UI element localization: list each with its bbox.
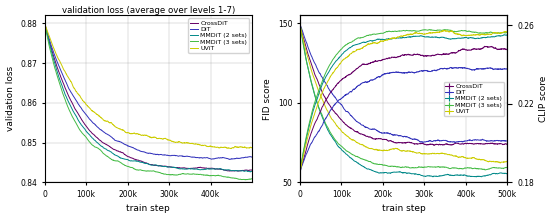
MMDiT (3 sets) [52, 68, 59, 71]
Y-axis label: validation loss: validation loss [6, 66, 14, 131]
CrossDiT [243, 169, 249, 171]
X-axis label: train step: train step [126, 205, 170, 214]
MMDiT (3 sets) [242, 178, 249, 181]
DiT [42, 22, 48, 25]
DiT [249, 156, 255, 158]
UViT [249, 146, 255, 149]
UViT [228, 147, 234, 150]
Title: validation loss (average over levels 1-7): validation loss (average over levels 1-7… [61, 5, 235, 14]
UViT [137, 133, 143, 136]
CrossDiT [137, 159, 143, 162]
DiT [52, 55, 59, 58]
DiT [137, 150, 143, 152]
DiT [243, 156, 249, 159]
MMDiT (2 sets) [52, 64, 59, 66]
Legend: CrossDiT, DiT, MMDiT (2 sets), MMDiT (3 sets), UViT: CrossDiT, DiT, MMDiT (2 sets), MMDiT (3 … [444, 82, 504, 116]
MMDiT (2 sets) [249, 170, 255, 172]
X-axis label: train step: train step [382, 205, 425, 214]
MMDiT (3 sets) [249, 177, 255, 180]
MMDiT (3 sets) [243, 178, 249, 181]
UViT [243, 147, 249, 149]
CrossDiT [142, 162, 149, 164]
MMDiT (2 sets) [142, 162, 149, 165]
CrossDiT [52, 60, 59, 63]
MMDiT (3 sets) [137, 168, 143, 171]
MMDiT (2 sets) [137, 161, 143, 163]
MMDiT (2 sets) [42, 22, 48, 25]
MMDiT (2 sets) [243, 170, 249, 172]
Line: DiT: DiT [45, 23, 252, 159]
Legend: CrossDiT, DiT, MMDiT (2 sets), MMDiT (3 sets), UViT: CrossDiT, DiT, MMDiT (2 sets), MMDiT (3 … [188, 18, 249, 53]
MMDiT (2 sets) [204, 168, 211, 170]
UViT [243, 147, 249, 149]
CrossDiT [249, 169, 255, 171]
Line: UViT: UViT [45, 23, 252, 148]
MMDiT (2 sets) [247, 171, 254, 173]
CrossDiT [204, 167, 211, 170]
UViT [204, 145, 211, 148]
Line: MMDiT (2 sets): MMDiT (2 sets) [45, 23, 252, 172]
UViT [142, 134, 149, 137]
MMDiT (3 sets) [204, 174, 211, 177]
DiT [243, 156, 249, 159]
Line: CrossDiT: CrossDiT [45, 23, 252, 171]
Y-axis label: CLIP score: CLIP score [540, 76, 548, 122]
DiT [227, 158, 233, 161]
DiT [142, 151, 149, 154]
Line: MMDiT (3 sets): MMDiT (3 sets) [45, 23, 252, 180]
MMDiT (3 sets) [42, 22, 48, 25]
MMDiT (3 sets) [142, 170, 149, 172]
DiT [204, 157, 211, 159]
Y-axis label: FID score: FID score [263, 78, 272, 120]
CrossDiT [235, 170, 242, 172]
MMDiT (2 sets) [243, 170, 249, 172]
UViT [42, 22, 48, 25]
CrossDiT [42, 22, 48, 25]
UViT [52, 50, 59, 53]
MMDiT (3 sets) [243, 178, 249, 181]
CrossDiT [243, 169, 249, 171]
